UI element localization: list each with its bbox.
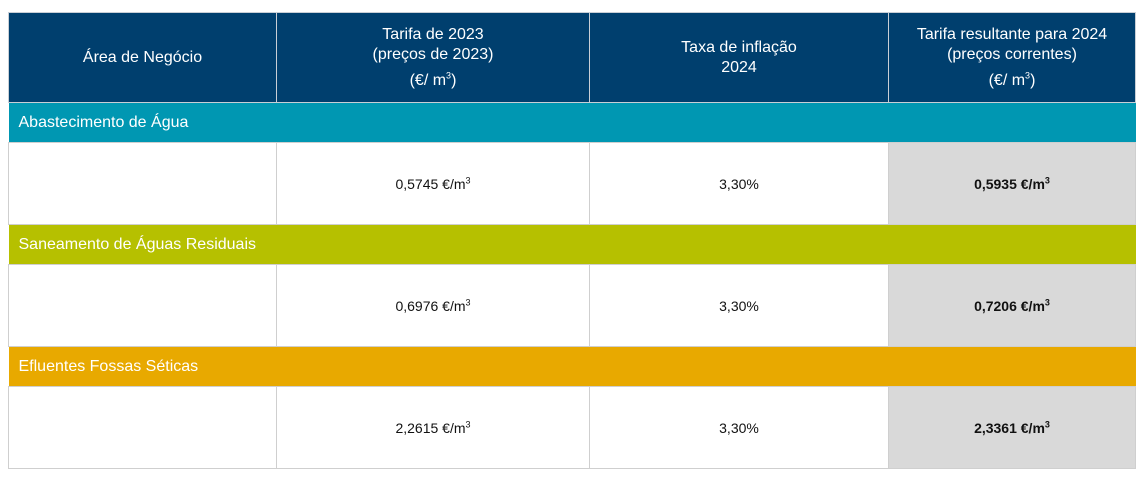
tariff-2024-cell: 0,5935 €/m3 xyxy=(888,142,1136,225)
tariff-2024-cell: 2,3361 €/m3 xyxy=(888,386,1136,469)
table-row: 2,2615 €/m3 3,30% 2,3361 €/m3 xyxy=(8,386,1136,469)
header-tariff-2024-unit: (€/ m3) xyxy=(988,70,1036,89)
header-tariff-2023-unit: (€/ m3) xyxy=(409,70,457,89)
section-row-water: Abastecimento de Água xyxy=(8,102,1136,143)
inflation-cell: 3,30% xyxy=(589,264,889,347)
table-row: 0,5745 €/m3 3,30% 0,5935 €/m3 xyxy=(8,142,1136,225)
row-area-cell xyxy=(8,142,277,225)
section-row-septic: Efluentes Fossas Séticas xyxy=(8,346,1136,387)
tariff-2024-cell: 0,7206 €/m3 xyxy=(888,264,1136,347)
tariff-table: Área de Negócio Tarifa de 2023 (preços d… xyxy=(8,12,1136,469)
header-inflation-line2: 2024 xyxy=(721,58,757,76)
header-inflation: Taxa de inflação 2024 xyxy=(589,12,889,103)
header-inflation-line1: Taxa de inflação xyxy=(681,38,797,56)
inflation-cell: 3,30% xyxy=(589,142,889,225)
inflation-cell: 3,30% xyxy=(589,386,889,469)
section-label-sewer: Saneamento de Águas Residuais xyxy=(8,224,1136,265)
header-area-label: Área de Negócio xyxy=(82,48,203,66)
section-row-sewer: Saneamento de Águas Residuais xyxy=(8,224,1136,265)
header-tariff-2024-line2: (preços correntes) xyxy=(947,45,1077,63)
header-tariff-2024-line1: Tarifa resultante para 2024 xyxy=(916,25,1108,43)
section-label-water: Abastecimento de Água xyxy=(8,102,1136,143)
header-area: Área de Negócio xyxy=(8,12,277,103)
tariff-2023-cell: 0,6976 €/m3 xyxy=(276,264,590,347)
section-label-septic: Efluentes Fossas Séticas xyxy=(8,346,1136,387)
tariff-2023-cell: 2,2615 €/m3 xyxy=(276,386,590,469)
table-row: 0,6976 €/m3 3,30% 0,7206 €/m3 xyxy=(8,264,1136,347)
header-tariff-2023: Tarifa de 2023 (preços de 2023) (€/ m3) xyxy=(276,12,590,103)
header-tariff-2023-line1: Tarifa de 2023 xyxy=(382,25,484,43)
table-header-row: Área de Negócio Tarifa de 2023 (preços d… xyxy=(8,12,1136,103)
row-area-cell xyxy=(8,264,277,347)
row-area-cell xyxy=(8,386,277,469)
tariff-2023-cell: 0,5745 €/m3 xyxy=(276,142,590,225)
header-tariff-2024: Tarifa resultante para 2024 (preços corr… xyxy=(888,12,1136,103)
tariff-table-wrapper: Área de Negócio Tarifa de 2023 (preços d… xyxy=(8,12,1136,469)
header-tariff-2023-line2: (preços de 2023) xyxy=(372,45,494,63)
